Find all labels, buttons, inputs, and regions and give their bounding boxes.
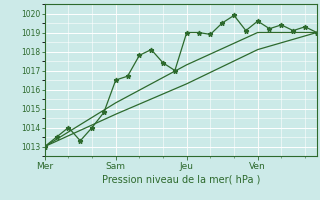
X-axis label: Pression niveau de la mer( hPa ): Pression niveau de la mer( hPa ) [102, 175, 260, 185]
